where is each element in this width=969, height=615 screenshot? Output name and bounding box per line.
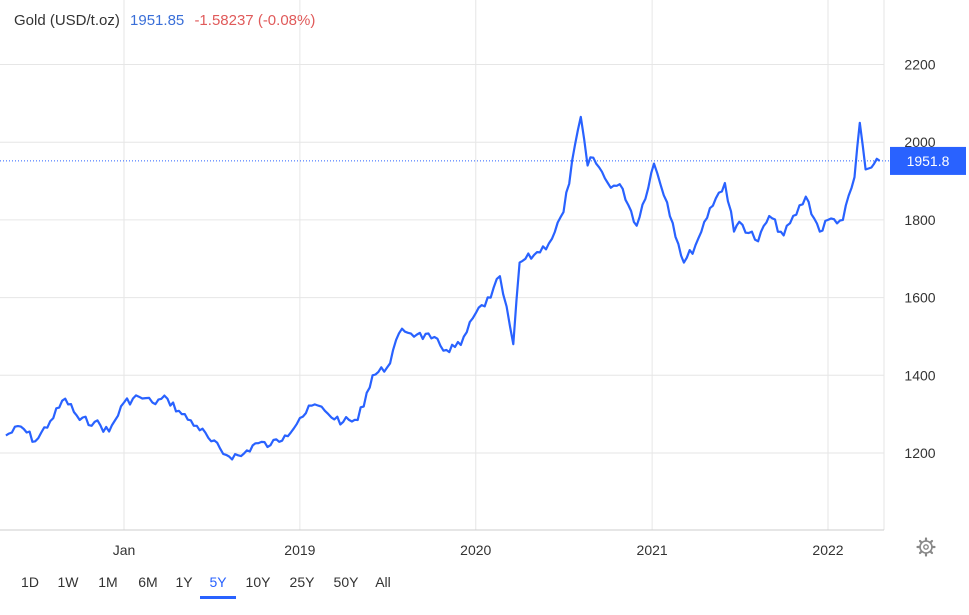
last-price-tag-label: 1951.8 [907,153,950,169]
y-tick-label: 1200 [904,445,935,461]
x-tick-label: 2022 [812,542,843,558]
y-tick-label: 1600 [904,290,935,306]
range-button-1w[interactable]: 1W [57,574,79,590]
range-button-10y[interactable]: 10Y [245,574,271,590]
range-button-25y[interactable]: 25Y [289,574,315,590]
y-tick-label: 2200 [904,57,935,73]
last-price-tag: 1951.8 [890,146,966,175]
gold-price-line [5,115,881,461]
y-tick-label: 1400 [904,367,935,383]
range-button-1m[interactable]: 1M [98,574,118,590]
range-selector: 1D 1W 1M 6M 1Y 5Y 10Y 25Y 50Y All [12,572,398,599]
gear-icon[interactable] [916,537,936,557]
chart-header: Gold (USD/t.oz) 1951.85 -1.58237 (-0.08%… [14,12,315,29]
range-button-all[interactable]: All [375,574,391,590]
y-tick-label: 1800 [904,212,935,228]
instrument-title: Gold (USD/t.oz) [14,12,120,29]
range-button-1y[interactable]: 1Y [175,574,193,590]
x-tick-label: 2021 [637,542,668,558]
x-tick-label: 2020 [460,542,491,558]
range-button-50y[interactable]: 50Y [333,574,359,590]
x-tick-label: 2019 [284,542,315,558]
x-tick-label: Jan [113,542,136,558]
range-button-6m[interactable]: 6M [138,574,158,590]
price-change: -1.58237 (-0.08%) [194,12,316,29]
range-button-5y[interactable]: 5Y [200,572,236,599]
range-button-1d[interactable]: 1D [21,574,39,590]
current-price: 1951.85 [130,12,185,29]
y-tick-label: 2000 [904,134,935,150]
